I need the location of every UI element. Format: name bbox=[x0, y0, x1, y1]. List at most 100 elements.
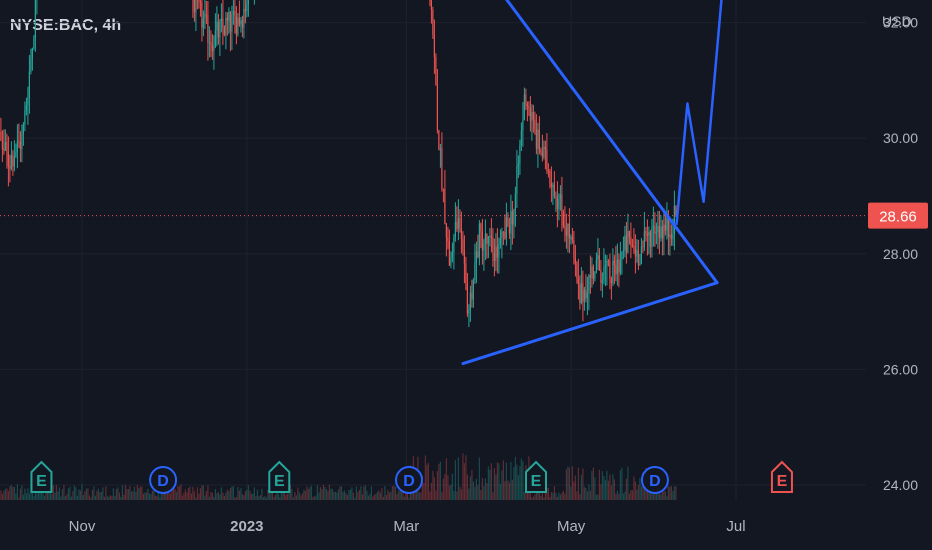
candle-body bbox=[643, 231, 646, 248]
volume-bars bbox=[0, 453, 677, 500]
candle-body bbox=[432, 10, 434, 36]
projection-path[interactable] bbox=[675, 0, 742, 226]
volume-bar bbox=[316, 485, 319, 500]
volume-bar bbox=[228, 491, 230, 500]
volume-bar bbox=[79, 490, 82, 500]
volume-bar bbox=[198, 493, 200, 500]
volume-bar bbox=[118, 492, 121, 500]
candle-body bbox=[565, 227, 568, 236]
earnings-marker[interactable]: E bbox=[268, 460, 291, 493]
volume-bar bbox=[430, 482, 433, 500]
volume-bar bbox=[180, 484, 182, 500]
volume-bar bbox=[132, 491, 134, 500]
volume-bar bbox=[208, 496, 211, 500]
candle-body bbox=[541, 152, 544, 158]
candle-body bbox=[613, 260, 616, 266]
volume-bar bbox=[403, 496, 406, 500]
candle-body bbox=[193, 0, 196, 13]
volume-bar bbox=[78, 489, 80, 500]
ascending-trendline[interactable] bbox=[461, 281, 719, 366]
candle-body bbox=[244, 8, 247, 12]
volume-bar bbox=[574, 475, 577, 500]
dividend-marker[interactable]: D bbox=[395, 466, 423, 494]
volume-bar bbox=[334, 491, 337, 500]
candle-body bbox=[607, 261, 610, 262]
candle-body bbox=[481, 231, 484, 251]
candle-body bbox=[510, 211, 512, 234]
volume-bar bbox=[598, 469, 601, 500]
price-tick-label: 24.00 bbox=[883, 477, 918, 493]
candle-body bbox=[586, 292, 589, 299]
candle-body bbox=[516, 166, 518, 194]
volume-bar bbox=[499, 484, 502, 500]
candle-body bbox=[207, 14, 209, 43]
volume-bar bbox=[483, 486, 485, 500]
volume-bar bbox=[352, 492, 355, 500]
earnings-marker[interactable]: E bbox=[770, 460, 793, 493]
candle-body bbox=[534, 119, 536, 130]
volume-bar bbox=[657, 493, 659, 500]
candle-body bbox=[19, 141, 22, 149]
candle-body bbox=[478, 223, 481, 257]
candle-body bbox=[6, 141, 8, 153]
candle-body bbox=[220, 18, 223, 22]
descending-trendline[interactable] bbox=[382, 0, 719, 285]
volume-bar bbox=[538, 486, 541, 500]
volume-bar bbox=[159, 497, 161, 500]
volume-bar bbox=[40, 486, 43, 500]
volume-bar bbox=[364, 485, 367, 500]
volume-bar bbox=[154, 495, 157, 500]
volume-bar bbox=[621, 467, 623, 500]
candle-body bbox=[631, 245, 634, 247]
earnings-marker[interactable]: E bbox=[525, 460, 548, 493]
volume-bar bbox=[319, 487, 322, 500]
earnings-marker[interactable]: E bbox=[30, 460, 53, 493]
volume-bar bbox=[619, 470, 622, 500]
volume-bar bbox=[19, 488, 22, 500]
volume-bar bbox=[586, 491, 589, 500]
volume-bar bbox=[54, 492, 56, 500]
candle-body bbox=[582, 282, 584, 302]
volume-bar bbox=[616, 490, 619, 500]
volume-bar bbox=[174, 488, 176, 500]
volume-bar bbox=[477, 485, 479, 500]
candle-body bbox=[204, 13, 206, 19]
candle-body bbox=[487, 236, 490, 244]
volume-bar bbox=[327, 490, 329, 500]
volume-bar bbox=[165, 491, 167, 500]
volume-bar bbox=[399, 490, 401, 500]
volume-bar bbox=[48, 491, 50, 500]
volume-bar bbox=[595, 494, 598, 500]
dividend-marker[interactable]: D bbox=[149, 466, 178, 494]
candle-body bbox=[469, 292, 472, 310]
dividend-marker[interactable]: D bbox=[640, 466, 669, 494]
candle-body bbox=[25, 105, 28, 111]
candle-body bbox=[216, 21, 218, 31]
volume-bar bbox=[82, 495, 85, 500]
volume-bar bbox=[84, 491, 86, 500]
price-tick-label: 28.00 bbox=[883, 246, 918, 262]
volume-bar bbox=[4, 489, 7, 500]
candle-body bbox=[31, 47, 34, 59]
volume-bar bbox=[490, 463, 493, 500]
volume-bar bbox=[172, 486, 175, 500]
time-tick-label: 2023 bbox=[230, 518, 263, 535]
candle-body bbox=[577, 278, 580, 285]
candle-body bbox=[670, 234, 673, 240]
volume-bar bbox=[81, 484, 83, 500]
volume-bar bbox=[45, 491, 47, 500]
candle-body bbox=[561, 194, 563, 213]
candle-body bbox=[3, 148, 5, 151]
volume-bar bbox=[186, 492, 188, 500]
volume-bar bbox=[67, 488, 70, 500]
volume-bar bbox=[238, 490, 241, 500]
volume-bar bbox=[607, 480, 610, 500]
dividend-marker-shape bbox=[395, 466, 423, 494]
volume-bar bbox=[210, 492, 212, 500]
volume-bar bbox=[73, 485, 76, 500]
volume-bar bbox=[12, 486, 14, 500]
candle-body bbox=[462, 238, 464, 251]
volume-bar bbox=[297, 487, 299, 500]
candle-body bbox=[472, 280, 475, 300]
